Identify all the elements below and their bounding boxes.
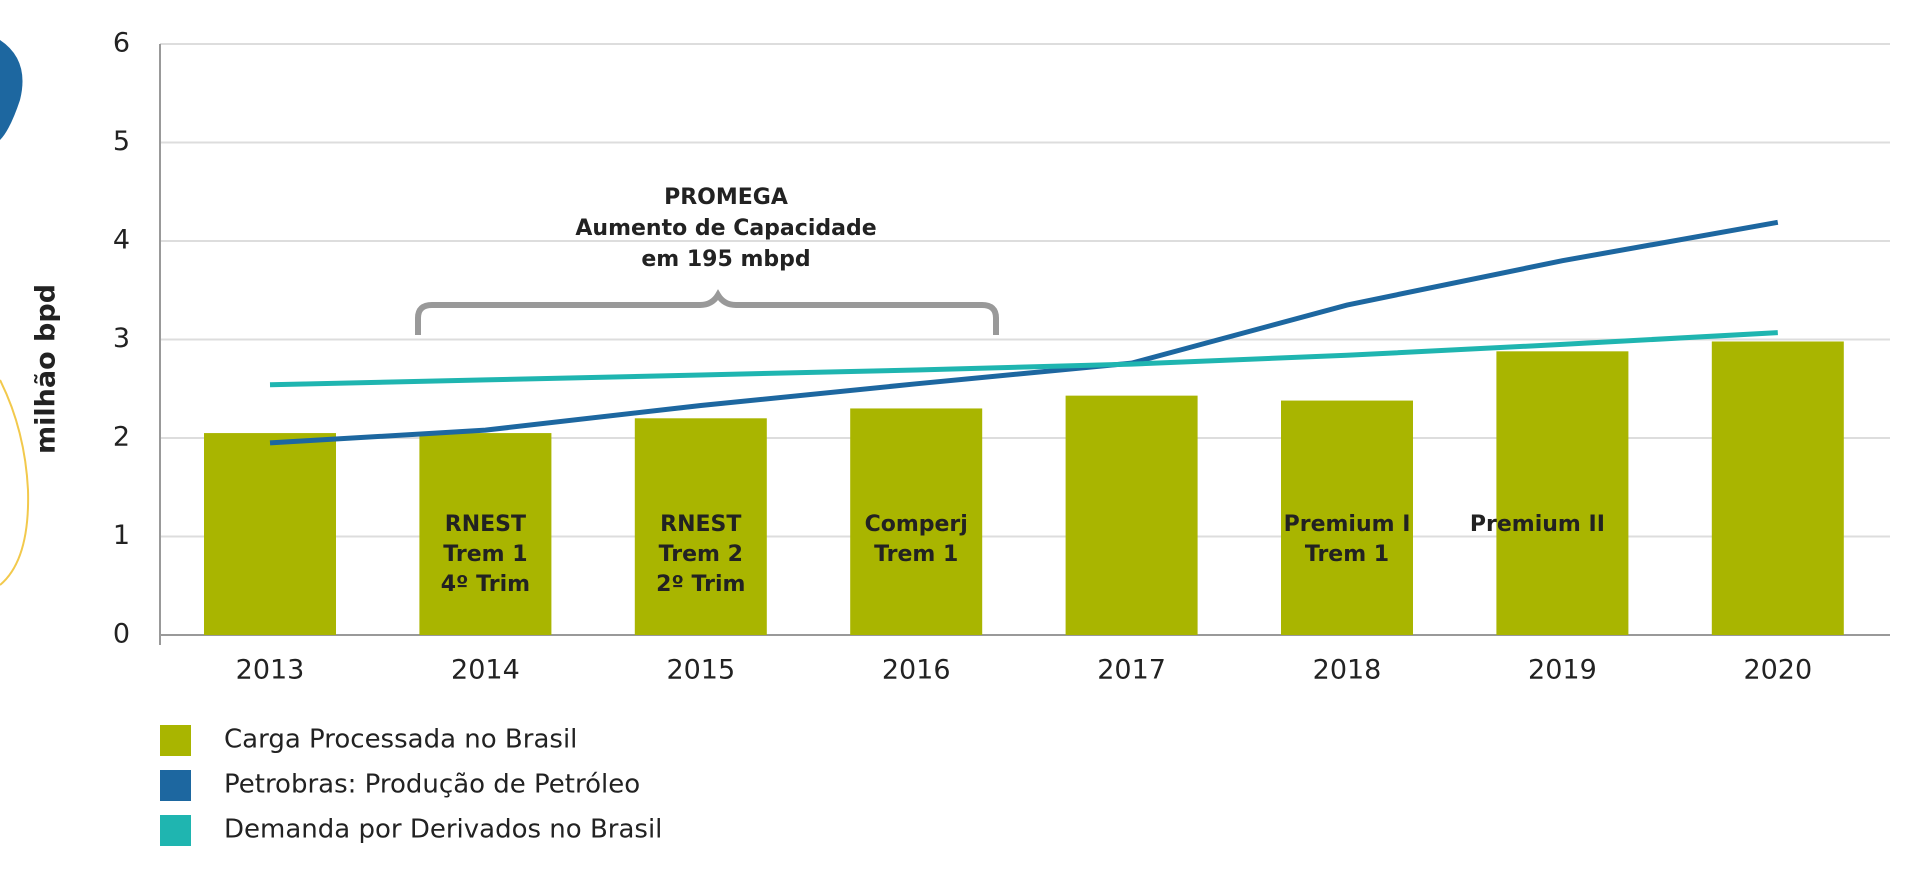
bar-annotation: Trem 2 <box>659 542 743 567</box>
x-tick-label: 2017 <box>1097 655 1166 686</box>
y-axis-label: milhão bpd <box>31 284 62 454</box>
line <box>269 330 1778 388</box>
y-tick-label: 2 <box>113 422 130 453</box>
x-tick-label: 2013 <box>236 655 305 686</box>
bar-annotation: Premium II <box>1470 512 1605 537</box>
line <box>269 219 1779 446</box>
y-tick-label: 4 <box>113 225 130 256</box>
x-tick-label: 2015 <box>666 655 735 686</box>
y-tick-label: 3 <box>113 323 130 354</box>
bracket <box>415 289 999 335</box>
bar <box>1711 341 1844 635</box>
bar-annotation: Premium I <box>1284 512 1411 537</box>
x-tick-label: 2020 <box>1743 655 1812 686</box>
x-tick-label: 2016 <box>882 655 951 686</box>
y-tick-label: 1 <box>113 520 130 551</box>
bar <box>204 433 336 635</box>
x-tick-label: 2014 <box>451 655 520 686</box>
bar-annotation: 2º Trim <box>656 572 745 597</box>
decor-outline <box>0 379 30 586</box>
bar <box>419 433 552 635</box>
y-tick-label: 6 <box>113 28 130 59</box>
bar-annotation: RNEST <box>445 512 526 537</box>
legend-label: Petrobras: Produção de Petróleo <box>224 770 640 800</box>
bar-annotation: Trem 1 <box>443 542 527 567</box>
bracket-annotation: em 195 mbpd <box>641 247 810 272</box>
bar <box>1065 395 1198 635</box>
bracket-annotation: Aumento de Capacidade <box>575 216 876 241</box>
legend-swatch <box>160 770 191 801</box>
bar-annotation: Trem 1 <box>1305 542 1389 567</box>
legend-swatch <box>160 725 191 756</box>
bar-annotation: RNEST <box>660 512 741 537</box>
bracket-annotation: PROMEGA <box>664 185 788 210</box>
bar <box>850 408 983 635</box>
bar <box>1496 351 1629 635</box>
bar-annotation: Comperj <box>865 512 968 537</box>
legend-swatch <box>160 815 191 846</box>
y-tick-label: 5 <box>113 126 130 157</box>
decor-shape <box>0 40 23 140</box>
legend-label: Carga Processada no Brasil <box>224 725 577 755</box>
bar <box>634 418 767 635</box>
bar <box>1281 400 1413 635</box>
x-tick-label: 2019 <box>1528 655 1597 686</box>
y-tick-label: 0 <box>113 619 130 650</box>
legend-label: Demanda por Derivados no Brasil <box>224 815 662 845</box>
bar-annotation: Trem 1 <box>874 542 958 567</box>
x-tick-label: 2018 <box>1313 655 1382 686</box>
bar-annotation: 4º Trim <box>441 572 530 597</box>
